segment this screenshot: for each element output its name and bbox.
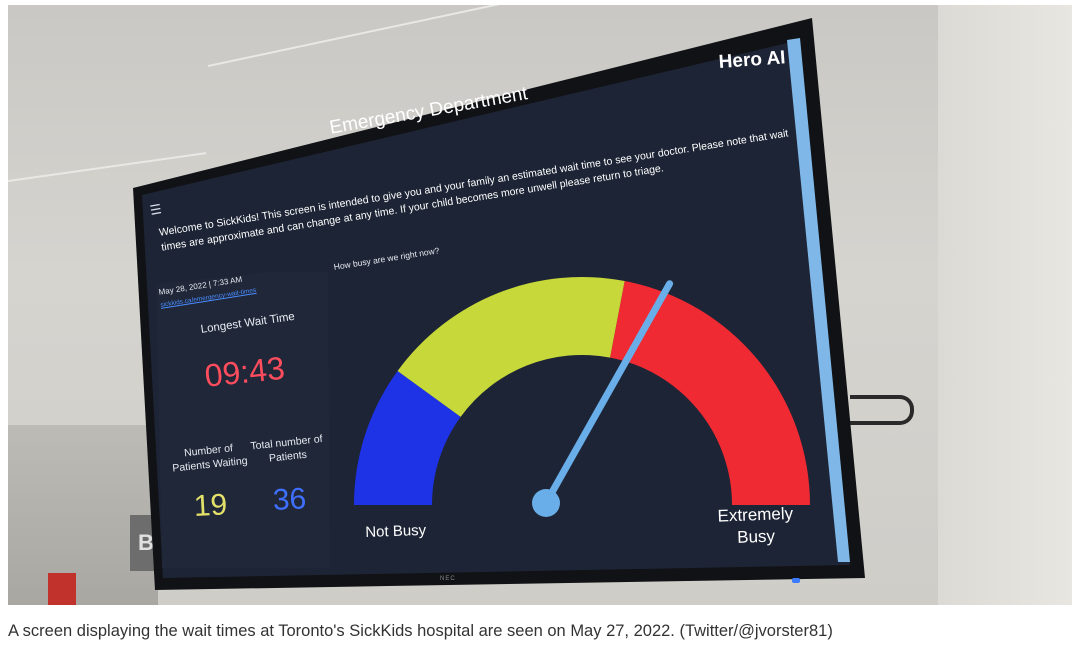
gauge-band-low bbox=[354, 370, 461, 505]
tv-cable bbox=[850, 395, 914, 425]
photo-caption: A screen displaying the wait times at To… bbox=[8, 622, 833, 640]
fire-alarm bbox=[48, 573, 76, 605]
gauge-band-medium bbox=[397, 277, 625, 417]
gauge-band-high bbox=[610, 281, 810, 505]
gauge-min-label: Not Busy bbox=[365, 521, 427, 541]
stats-panel bbox=[156, 272, 330, 568]
gauge-needle-hub bbox=[532, 489, 560, 517]
gauge-max-label: Extremely Busy bbox=[717, 503, 794, 547]
wall bbox=[938, 5, 1072, 605]
power-indicator bbox=[792, 578, 800, 583]
busyness-gauge bbox=[354, 277, 810, 517]
gauge-needle bbox=[542, 280, 674, 507]
tv-logo: NEC bbox=[440, 576, 456, 582]
gauge-bands bbox=[354, 277, 810, 505]
